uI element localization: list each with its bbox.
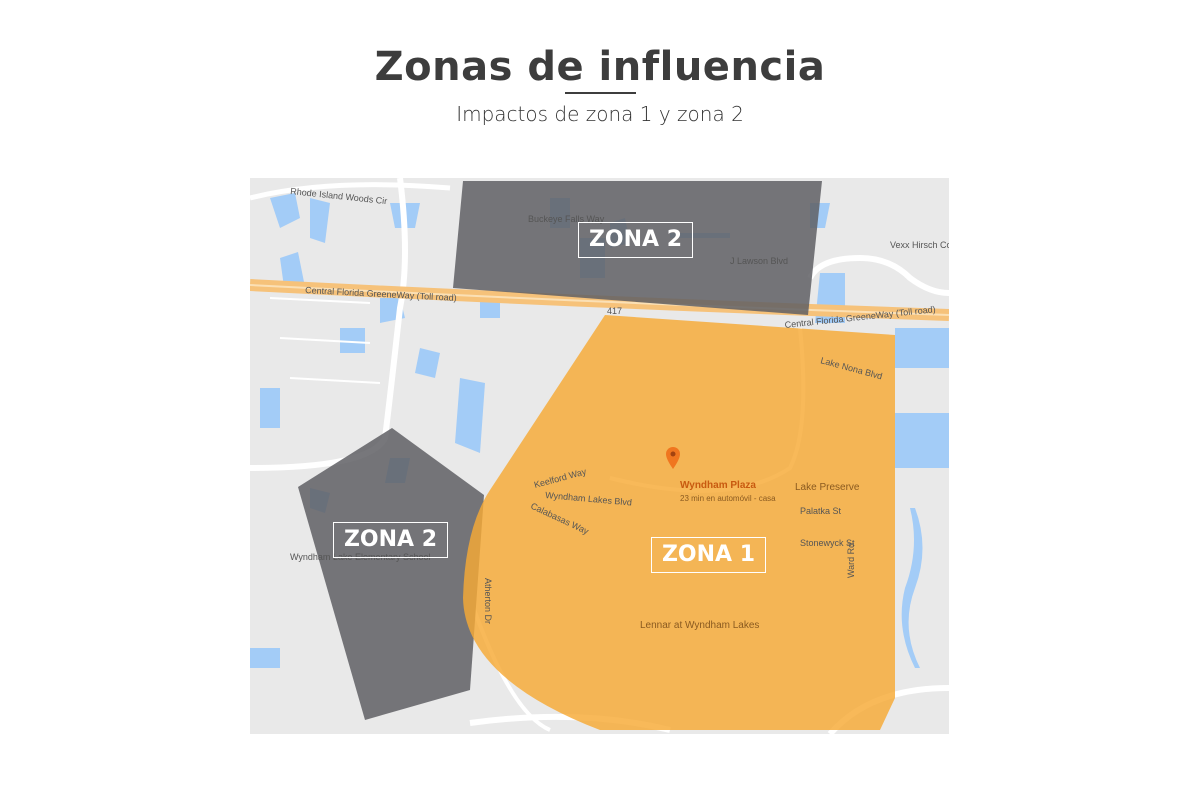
zona-1-area[interactable] (463, 315, 895, 730)
zona-2-north-area[interactable] (453, 181, 822, 315)
poi-lennar: Lennar at Wyndham Lakes (640, 620, 759, 631)
map-canvas: Rhode Island Woods Cir Central Florida G… (249, 177, 960, 736)
zona-2-north-label: ZONA 2 (578, 222, 693, 258)
poi-lake-preserve: Lake Preserve (795, 482, 860, 493)
marker-detail: 23 min en automóvil - casa (680, 494, 776, 503)
marker-title: Wyndham Plaza (680, 480, 756, 491)
highway-centerline (249, 284, 950, 316)
street-label: Ward Rd (846, 543, 856, 578)
title-underline (565, 92, 636, 94)
zona-2-west-label: ZONA 2 (333, 522, 448, 558)
page-subtitle: Impactos de zona 1 y zona 2 (456, 102, 744, 126)
zona-2-west-area[interactable] (298, 428, 484, 720)
map[interactable]: Rhode Island Woods Cir Central Florida G… (249, 177, 960, 736)
street-label: Palatka St (800, 506, 842, 516)
map-pin-icon[interactable] (666, 447, 680, 469)
street-label: Buckeye Falls Way (528, 214, 605, 224)
zona-1-label: ZONA 1 (651, 537, 766, 573)
page-title: Zonas de influencia (374, 44, 826, 90)
street-label: Atherton Dr (483, 578, 493, 624)
route-shield-417: 417 (607, 306, 622, 316)
street-label: Stonewyck St (800, 538, 855, 548)
poi-vexx: Vexx Hirsch Corp (890, 240, 949, 250)
street-label: J Lawson Blvd (730, 256, 788, 266)
